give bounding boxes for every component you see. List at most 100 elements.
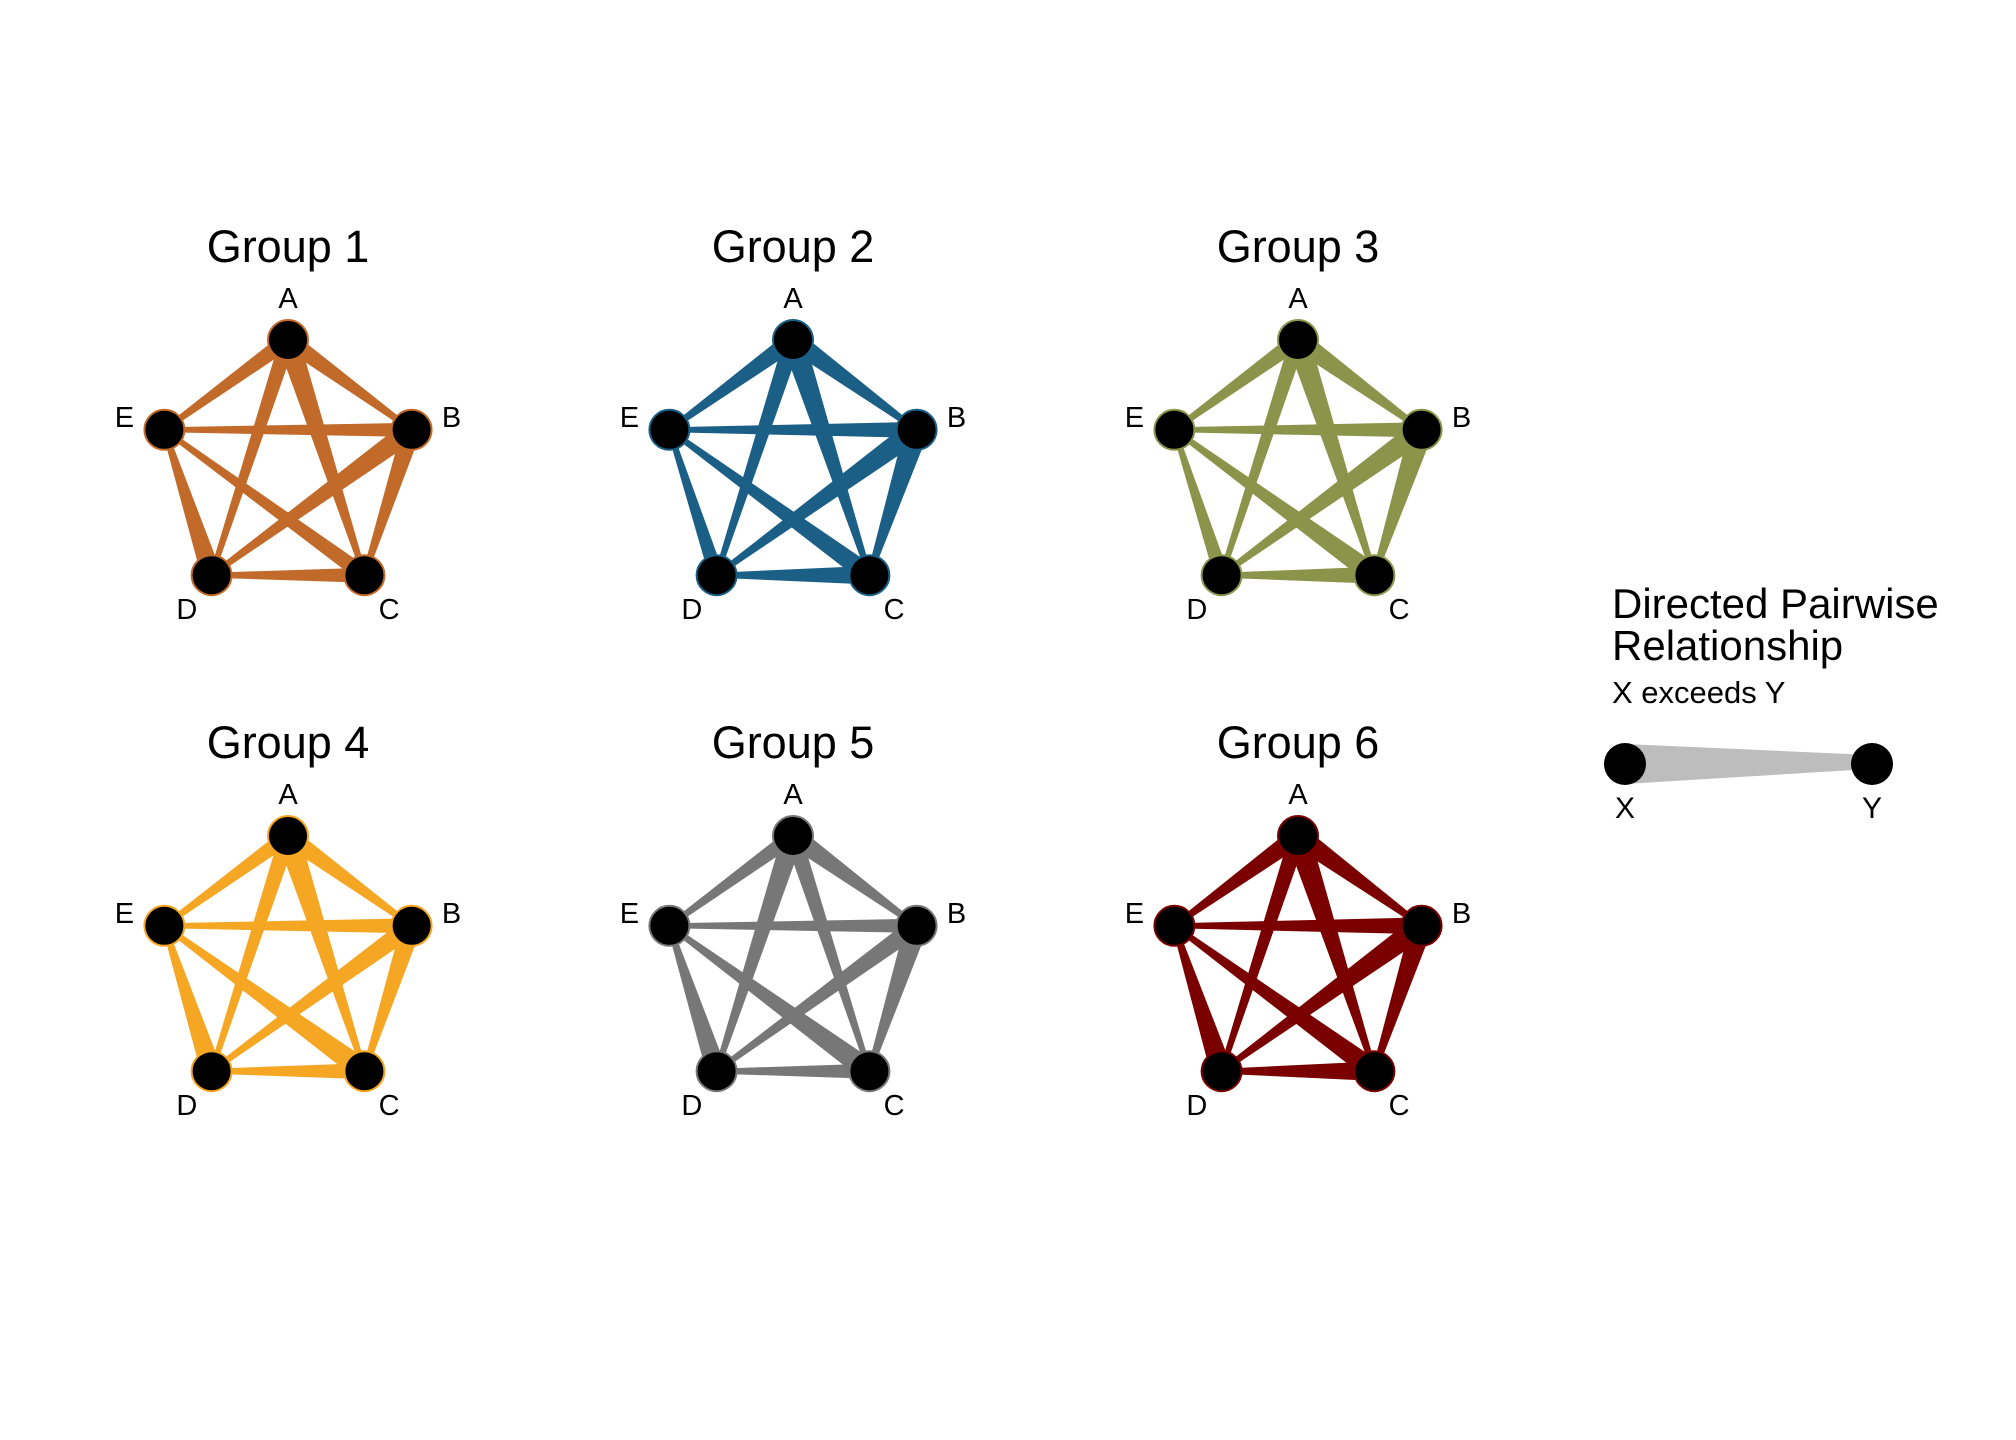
edge-B-C	[867, 426, 929, 576]
edge-B-D	[1220, 916, 1429, 1074]
group-panel-4: Group 4 A B C D E	[115, 717, 462, 1122]
edge-A-C	[277, 832, 367, 1072]
edge-D-E	[162, 429, 222, 579]
edges	[1172, 827, 1433, 1081]
edge-A-B	[282, 332, 414, 432]
edge-A-E	[667, 332, 799, 432]
node-label-E: E	[1125, 402, 1144, 434]
node-label-A: A	[278, 283, 298, 315]
legend-node-x	[1604, 743, 1646, 785]
edge-B-C	[1372, 922, 1433, 1072]
node-D	[190, 554, 233, 597]
edge-A-D	[714, 832, 804, 1072]
node-label-B: B	[442, 898, 461, 930]
edge-D-E	[162, 925, 222, 1075]
edge-B-C	[362, 922, 422, 1072]
group-panel-3: Group 3 A B C D E	[1125, 221, 1472, 626]
group-title: Group 6	[1217, 717, 1380, 768]
legend-edge	[1625, 744, 1870, 784]
node-A	[1277, 319, 1319, 361]
edge-C-D	[211, 1063, 365, 1080]
edge-A-C	[785, 833, 872, 1072]
node-label-E: E	[115, 402, 134, 434]
node-label-D: D	[681, 1090, 702, 1122]
node-label-D: D	[1186, 1090, 1207, 1122]
group-panel-5: Group 5 A B C D E	[620, 717, 967, 1122]
node-E	[648, 904, 691, 947]
node-C	[343, 1050, 386, 1093]
group-title: Group 4	[207, 717, 370, 768]
legend-node-y	[1851, 743, 1893, 785]
edge-C-D	[1221, 566, 1375, 584]
node-D	[1200, 554, 1243, 597]
node-C	[343, 554, 386, 597]
legend-label-x: X	[1615, 792, 1635, 825]
legend-label-y: Y	[1862, 792, 1882, 825]
node-label-D: D	[681, 594, 702, 626]
node-D	[695, 1050, 738, 1093]
node-E	[1153, 408, 1196, 451]
node-C	[848, 1050, 891, 1093]
node-E	[1153, 904, 1196, 947]
group-title: Group 1	[207, 221, 370, 272]
node-label-E: E	[115, 898, 134, 930]
group-panel-2: Group 2 A B C D E	[620, 221, 967, 626]
node-label-C: C	[1389, 1090, 1410, 1122]
edge-A-C	[782, 336, 872, 576]
edge-A-E	[667, 829, 798, 928]
node-label-B: B	[947, 402, 966, 434]
edge-A-D	[209, 337, 296, 576]
edge-A-B	[282, 828, 414, 928]
edge-B-E	[669, 421, 917, 438]
node-E	[143, 904, 186, 947]
edge-C-E	[162, 427, 370, 582]
node-label-C: C	[379, 1090, 400, 1122]
node-label-A: A	[783, 283, 803, 315]
edge-C-E	[1172, 427, 1381, 584]
node-B	[895, 408, 938, 451]
edge-A-D	[209, 833, 296, 1072]
group-title: Group 2	[712, 221, 875, 272]
edge-A-D	[1219, 337, 1306, 576]
edge-A-C	[1286, 832, 1377, 1072]
node-label-D: D	[1186, 594, 1207, 626]
edge-B-C	[867, 922, 928, 1072]
edge-A-E	[1172, 828, 1304, 928]
group-panel-6: Group 6 A B C D E	[1125, 717, 1472, 1122]
node-D	[190, 1050, 233, 1093]
edge-C-D	[211, 567, 365, 583]
group-panel-1: Group 1 A B C D E	[115, 221, 462, 626]
edge-B-E	[164, 422, 412, 437]
node-A	[267, 319, 309, 361]
edge-A-B	[1292, 331, 1424, 432]
edge-B-D	[715, 918, 923, 1074]
edges	[667, 827, 928, 1081]
node-B	[1400, 904, 1443, 947]
edge-B-D	[210, 917, 418, 1074]
node-C	[848, 554, 891, 597]
node-E	[143, 408, 186, 451]
node-D	[695, 554, 738, 597]
edges	[162, 828, 422, 1081]
node-E	[648, 408, 691, 451]
edge-C-E	[667, 427, 876, 584]
edge-D-E	[667, 429, 724, 578]
node-label-D: D	[176, 1090, 197, 1122]
node-D	[1200, 1050, 1243, 1093]
edge-B-E	[1174, 917, 1422, 935]
legend: Directed Pairwise Relationship X exceeds…	[1604, 580, 1939, 825]
edge-C-D	[1221, 1061, 1375, 1081]
legend-subtitle: X exceeds Y	[1612, 675, 1785, 710]
edge-A-B	[787, 331, 919, 432]
edges	[162, 332, 421, 583]
node-label-A: A	[278, 779, 298, 811]
group-title: Group 5	[712, 717, 875, 768]
edge-A-E	[1172, 333, 1303, 432]
node-label-A: A	[1288, 283, 1308, 315]
edge-C-D	[716, 565, 870, 585]
edge-A-B	[1291, 827, 1424, 928]
node-label-D: D	[176, 594, 197, 626]
edge-D-E	[667, 925, 727, 1075]
edge-A-E	[162, 333, 293, 432]
